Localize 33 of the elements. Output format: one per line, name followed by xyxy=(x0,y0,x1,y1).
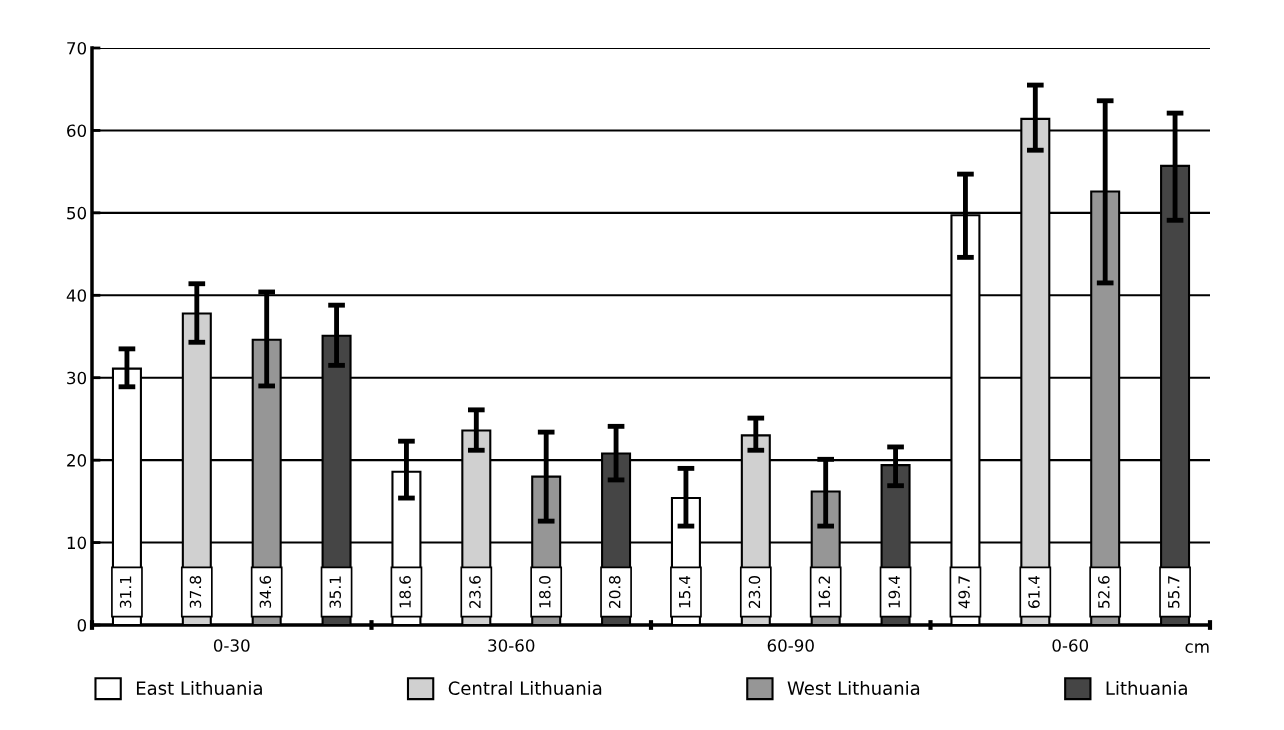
data-label: 19.4 xyxy=(888,575,900,608)
y-tick-label: 30 xyxy=(67,371,87,385)
data-label: 55.7 xyxy=(1168,576,1180,608)
data-label: 49.7 xyxy=(958,576,970,609)
data-label: 61.4 xyxy=(1028,575,1040,608)
legend-label: Central Lithuania xyxy=(448,681,602,695)
data-label: 18.0 xyxy=(539,576,551,608)
data-label: 34.6 xyxy=(259,575,272,608)
y-tick-label: 40 xyxy=(66,289,87,302)
data-label: 31.1 xyxy=(119,576,132,608)
data-label: 37.8 xyxy=(189,576,202,608)
legend-label: Lithuania xyxy=(1106,681,1187,695)
x-tick-label: 30-60 xyxy=(488,639,535,652)
y-tick-label: 20 xyxy=(67,454,87,467)
data-label: 23.0 xyxy=(748,576,761,608)
data-label: 35.1 xyxy=(329,576,341,608)
legend-label: East Lithuania xyxy=(136,681,262,695)
data-label: 16.2 xyxy=(818,576,831,608)
data-label: 15.4 xyxy=(679,575,691,608)
y-tick-label: 70 xyxy=(67,41,87,55)
data-label: 52.6 xyxy=(1098,575,1110,608)
y-tick-label: 50 xyxy=(67,206,87,220)
y-tick-label: 60 xyxy=(67,124,87,137)
y-tick-label: 0 xyxy=(77,618,87,632)
x-tick-label: 0-30 xyxy=(213,639,250,652)
text: cm xyxy=(1185,643,1209,653)
x-tick-label: 60-90 xyxy=(767,639,814,652)
data-label: 20.8 xyxy=(608,576,621,608)
y-tick-label: 10 xyxy=(67,536,87,550)
x-tick-label: 0-60 xyxy=(1052,639,1089,652)
data-label: 18.6 xyxy=(399,575,411,608)
data-label: 23.6 xyxy=(469,575,481,608)
legend-label: West Lithuania xyxy=(787,681,920,695)
